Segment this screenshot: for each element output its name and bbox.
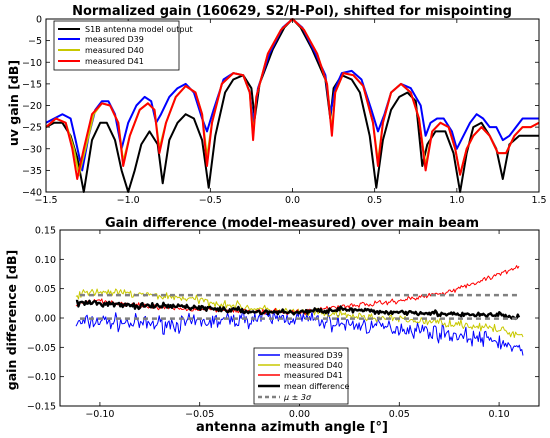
chart-bottom-series (75, 265, 524, 356)
bottom-x-tick-label: 0.10 (489, 409, 510, 420)
top-x-tick-label: −1.5 (34, 195, 57, 206)
top-x-tick-label: 0.0 (285, 195, 300, 206)
legend-label-bottom-d40: measured D40 (284, 361, 343, 370)
bottom-x-tick-label: 0.05 (389, 409, 410, 420)
top-y-tick-label: −15 (22, 79, 42, 90)
chart-top-legend: S1B antenna model output measured D39 me… (53, 20, 193, 71)
legend-label-bottom-d39: measured D39 (284, 351, 343, 360)
chart-bottom-reference-lines (79, 293, 520, 320)
chart-bottom-x-axis-label: antenna azimuth angle [°] (196, 420, 388, 435)
chart-top-title: Normalized gain (160629, S2/H-Pol), shif… (72, 4, 512, 19)
chart-bottom-x-ticks: −0.10 −0.05 0.00 0.05 0.10 (85, 230, 510, 420)
chart-top: Normalized gain (160629, S2/H-Pol), shif… (6, 4, 547, 206)
chart-bottom-y-axis-label: gain difference [dB] (4, 250, 19, 390)
bottom-y-tick-label: −0.10 (27, 372, 56, 383)
top-x-tick-label: −0.5 (199, 195, 222, 206)
top-x-tick-label: 1.5 (531, 195, 546, 206)
legend-label-d39: measured D39 (85, 35, 144, 44)
top-y-tick-label: −30 (22, 144, 42, 155)
bottom-y-tick-label: −0.05 (27, 343, 56, 354)
bottom-y-tick-label: −0.15 (27, 402, 56, 413)
bottom-x-tick-label: −0.10 (85, 409, 114, 420)
top-y-tick-label: 0 (36, 15, 42, 26)
top-x-tick-label: 1.0 (449, 195, 464, 206)
legend-label-bottom-mu3sigma: μ ± 3σ (283, 393, 312, 402)
bottom-series-line-measured-d41 (75, 265, 520, 315)
chart-top-y-axis-label: uv gain [dB] (6, 60, 21, 146)
top-x-tick-label: −1.0 (117, 195, 140, 206)
top-y-tick-label: −35 (22, 166, 42, 177)
top-y-tick-label: −10 (22, 58, 42, 69)
top-y-tick-label: −20 (22, 101, 42, 112)
chart-bottom-legend-box (253, 347, 349, 405)
chart-top-x-ticks: −1.5 −1.0 −0.5 0.0 0.5 1.0 1.5 (34, 19, 547, 206)
chart-bottom-title: Gain difference (model-measured) over ma… (105, 216, 479, 231)
bottom-x-tick-label: 0.00 (289, 409, 310, 420)
chart-bottom-y-ticks: 0.15 0.10 0.05 0.00 −0.05 −0.10 −0.15 (27, 226, 539, 413)
chart-bottom: Gain difference (model-measured) over ma… (4, 216, 540, 435)
chart-top-y-ticks: 0 −5 −10 −15 −20 −25 −30 −35 −40 (22, 15, 539, 199)
bottom-y-tick-label: 0.15 (35, 226, 56, 237)
bottom-y-tick-label: 0.00 (35, 314, 56, 325)
legend-label-s1b-model: S1B antenna model output (85, 25, 193, 34)
legend-label-bottom-mean: mean difference (284, 382, 349, 391)
legend-label-bottom-d41: measured D41 (284, 371, 343, 380)
top-y-tick-label: −40 (22, 188, 42, 199)
legend-label-d40: measured D40 (85, 46, 144, 55)
legend-label-d41: measured D41 (85, 57, 144, 66)
bottom-x-tick-label: −0.05 (185, 409, 214, 420)
bottom-y-tick-label: 0.10 (35, 255, 56, 266)
top-y-tick-label: −5 (28, 36, 42, 47)
chart-bottom-legend: measured D39 measured D40 measured D41 m… (253, 347, 349, 405)
top-y-tick-label: −25 (22, 123, 42, 134)
bottom-y-tick-label: 0.05 (35, 284, 56, 295)
top-x-tick-label: 0.5 (367, 195, 382, 206)
bottom-series-line-mean-difference (75, 299, 521, 321)
